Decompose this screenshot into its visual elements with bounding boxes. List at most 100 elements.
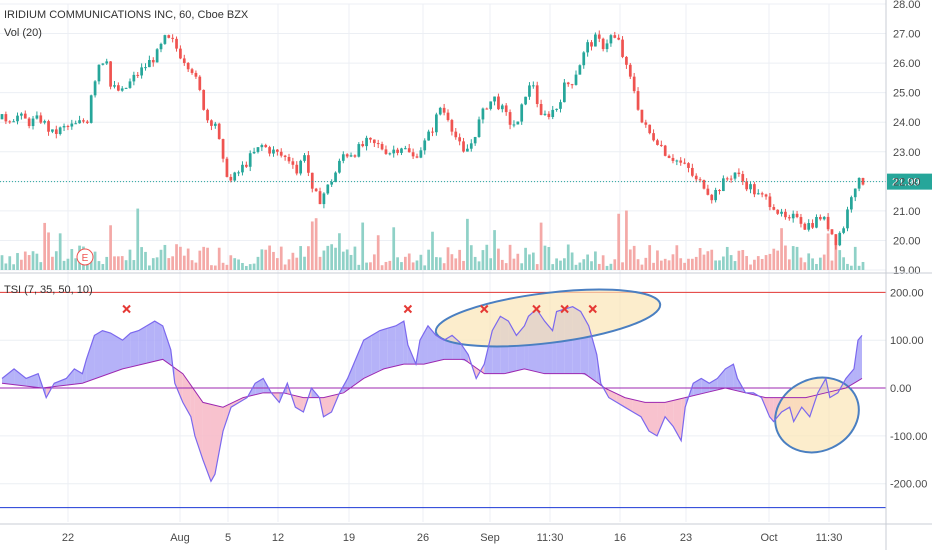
candle-body [714,189,717,201]
candle-body [566,82,570,85]
candle-body [237,172,240,174]
candle-body [807,223,811,230]
candle-body [175,38,178,49]
candle-body [570,84,574,86]
volume-bar [8,256,12,270]
tsi-fill-segment [419,325,428,365]
tsi-fill-segment [323,395,332,417]
candle-body [272,149,275,154]
volume-bar [58,233,62,270]
volume-bar [124,260,128,270]
candle-body [431,131,434,133]
price-tick-label: 24.00 [893,117,921,129]
candle-body [151,59,155,63]
volume-bar [39,262,43,270]
volume-bar [35,253,39,270]
volume-bar [341,251,345,270]
tsi-fill-segment [54,378,67,387]
volume-bar [834,245,838,270]
candle-body [520,104,524,122]
candle-body [334,172,337,183]
volume-bar [601,255,605,270]
volume-bar [310,221,314,270]
volume-bar [725,246,729,270]
candle-body [27,118,31,127]
indicator-title: TSI (7, 35, 50, 10) [4,284,93,296]
volume-bar [372,254,376,270]
candle-body [291,161,295,165]
candle-body [295,164,299,174]
candle-body [85,121,89,123]
candle-body [659,144,663,146]
candle-body [458,137,462,142]
volume-bar [70,248,74,270]
candle-body [89,95,93,123]
candle-body [737,172,741,175]
cross-marker [560,304,569,314]
candle-body [535,85,539,105]
candle-body [109,61,112,87]
tsi-fill-segment [82,359,87,384]
volume-bar [698,248,702,270]
volume-bar [272,251,275,270]
tsi-fill-segment [640,401,650,432]
volume-bar [737,250,741,270]
volume-bars [0,208,865,270]
volume-bar [776,250,780,270]
volume-bar [20,259,23,270]
tsi-fill-segment [355,340,364,385]
last-price-label: 21.99 [892,177,920,189]
volume-bar [74,258,78,270]
candle-body [516,121,520,125]
volume-bar [555,258,558,270]
volume-bar [667,260,671,270]
price-overlay: 21.99 E [0,173,932,266]
volume-bar [822,254,826,270]
volume-bar [853,246,857,270]
candle-body [679,160,683,163]
tsi-fill-segment [102,330,111,377]
volume-bar [419,254,423,270]
tsi-fill-segment [725,364,734,390]
x-tick-label: 19 [343,532,355,544]
volume-bar [485,244,489,270]
candle-body [531,85,535,87]
price-tick-label: 22.00 [893,176,921,188]
candle-body [466,148,469,152]
candle-body [710,194,714,201]
candle-body [590,42,593,47]
volume-bar [163,244,167,270]
candle-body [850,197,853,210]
volume-bar [617,213,621,270]
candle-body [4,114,8,122]
annotation-ellipse-bottom [774,376,860,454]
volume-bar [760,258,764,270]
volume-bar [353,246,357,270]
volume-bar [706,251,710,270]
candle-body [605,43,609,50]
x-tick-label: 11:30 [816,532,843,544]
volume-bar [818,257,822,270]
tsi-tick-label: -200.00 [890,479,927,491]
candle-body [276,149,279,152]
price-tick-label: 27.00 [893,29,921,41]
volume-bar [85,260,89,270]
candle-body [128,81,132,88]
candle-body [597,34,601,39]
candle-body [341,154,345,161]
volume-bar [528,254,531,270]
volume-bar [543,245,547,270]
candle-body [617,37,621,40]
candle-body [547,113,551,118]
volume-bar [524,247,527,270]
tsi-fill-segment [665,400,674,427]
volume-bar [128,249,132,270]
volume-bar [745,256,749,270]
candle-body [524,96,527,105]
volume-bar [656,250,659,270]
candle-body [136,74,140,76]
candle-body [722,178,725,192]
volume-bar [566,244,570,270]
volume-bar [392,227,396,270]
tsi-pane [0,288,886,509]
